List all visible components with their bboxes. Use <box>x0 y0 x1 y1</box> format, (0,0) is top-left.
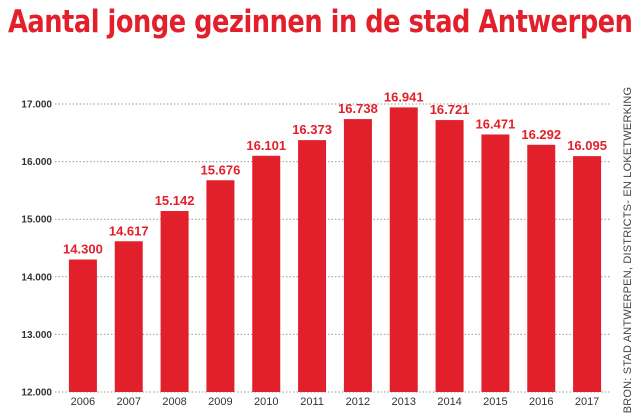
bar-2017 <box>573 156 602 392</box>
bar-2010 <box>252 155 281 392</box>
data-label: 16.373 <box>292 122 332 137</box>
data-labels: 14.300 14.617 15.142 15.676 16.101 16.373 16.7… <box>63 89 607 256</box>
data-label: 16.095 <box>567 138 607 153</box>
data-label: 16.292 <box>521 127 561 142</box>
y-tick-label: 15.000 <box>21 215 52 226</box>
bar-2014 <box>435 120 464 392</box>
bar-2013 <box>389 107 418 392</box>
data-label: 16.941 <box>384 89 424 104</box>
y-tick-label: 13.000 <box>21 330 52 341</box>
bar-2007 <box>114 241 143 392</box>
y-tick-label: 12.000 <box>21 388 52 399</box>
data-label: 15.142 <box>155 193 195 208</box>
x-tick-label: 2013 <box>392 396 416 408</box>
bars <box>68 107 602 393</box>
gridlines <box>55 103 610 393</box>
bar-2016 <box>527 144 556 392</box>
x-tick-label: 2007 <box>117 396 141 408</box>
bar-2011 <box>298 140 327 392</box>
y-tick-label: 17.000 <box>21 100 52 111</box>
x-tick-label: 2012 <box>346 396 370 408</box>
data-label: 16.101 <box>246 138 286 153</box>
data-label: 16.471 <box>476 116 516 131</box>
bar-2008 <box>160 211 189 392</box>
bar-2015 <box>481 134 510 392</box>
y-tick-label: 16.000 <box>21 157 52 168</box>
data-label: 16.721 <box>430 102 470 117</box>
data-label: 15.676 <box>201 162 241 177</box>
x-tick-label: 2008 <box>162 396 186 408</box>
data-label: 14.300 <box>63 242 103 257</box>
x-axis: 2006 2007 2008 2009 2010 2011 2012 2013 2014 2015… <box>71 396 600 408</box>
x-tick-label: 2006 <box>71 396 95 408</box>
x-tick-label: 2009 <box>208 396 232 408</box>
data-label: 14.617 <box>109 223 149 238</box>
bar-2009 <box>206 180 235 392</box>
bar-2012 <box>343 119 372 393</box>
x-tick-label: 2016 <box>529 396 553 408</box>
y-axis: 12.000 13.000 14.000 15.000 16.000 17.000 <box>21 100 52 399</box>
x-tick-label: 2014 <box>437 396 461 408</box>
data-label: 16.738 <box>338 101 378 116</box>
x-tick-label: 2017 <box>575 396 599 408</box>
x-tick-label: 2015 <box>483 396 507 408</box>
bar-2006 <box>68 259 97 392</box>
y-tick-label: 14.000 <box>21 272 52 283</box>
x-tick-label: 2010 <box>254 396 278 408</box>
chart-title: Aantal jonge gezinnen in de stad Antwerp… <box>8 4 633 40</box>
x-tick-label: 2011 <box>300 396 324 408</box>
